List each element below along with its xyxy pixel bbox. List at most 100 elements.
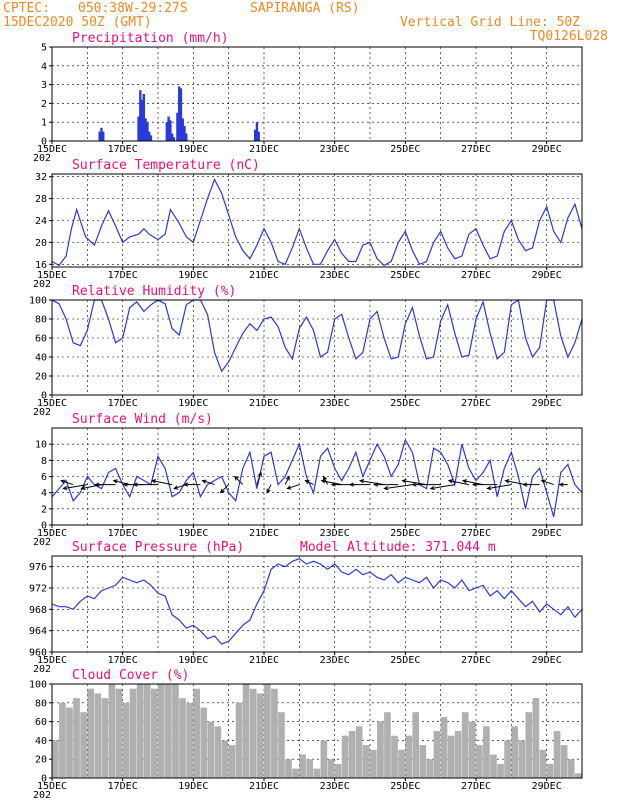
press-frame [51,555,583,653]
temp-x-tick-label: 17DEC [108,270,138,281]
press-panel-title: Surface Pressure (hPa) [72,540,244,555]
precip-bar [253,129,257,141]
cloud-bar [122,702,130,778]
wind-arrow-head [151,479,157,484]
cloud-bar [285,759,292,778]
cloud-bar [334,763,342,778]
press-y-tick-label: 976 [29,562,47,573]
cloud-bar [59,702,66,778]
panel-precip: 0 1 2 3 4 5 15DEC 17DEC 19DEC 21DEC 23DEC 25DEC 27DE… [33,31,583,164]
precip-y-tick-label: 0 [41,137,47,148]
wind-vector-arrow [61,480,74,486]
wind-x-tick-label: 15DEC [37,528,67,539]
cloud-x-tick-label: 21DEC [249,781,279,792]
precip-bar [140,99,144,141]
cloud-bar [384,712,391,778]
wind-x-tick-label: 21DEC [249,528,279,539]
rh-x-tick-label: 21DEC [249,398,279,409]
cloud-bar [398,749,405,778]
cloud-bar [320,740,328,778]
cloud-bar [129,688,137,778]
press-year-label: 202 [33,664,51,675]
cloud-x-tick-label: 19DEC [178,781,208,792]
cloud-bar [532,698,540,778]
wind-arrow-head [447,479,453,484]
cloud-x-tick-label: 25DEC [390,781,420,792]
wind-y-tick-label: 2 [41,504,47,515]
wind-arrow-head [219,488,225,494]
cloud-bar [299,754,306,778]
wind-arrow-head [94,482,100,487]
wind-vector-arrow [384,484,413,490]
wind-arrow-head [373,482,379,487]
cloud-bar [80,712,87,778]
rh-x-tick-label: 17DEC [108,398,138,409]
temp-series-line [51,178,583,267]
wind-arrow-head [429,485,435,491]
wind-arrow-head [132,482,138,487]
wind-arrow-head [201,479,207,484]
cloud-bar [525,712,533,778]
wind-arrow-head [558,482,564,487]
wind-x-tick-label: 17DEC [108,528,138,539]
precip-bar [179,88,183,141]
wind-vector-arrow [113,480,130,486]
wind-vector-arrow [505,480,526,486]
wind-arrow-head [486,485,492,491]
rh-x-tick-label: 27DEC [461,398,491,409]
wind-vector-arrow [234,476,244,485]
precip-panel-title: Precipitation (mm/h) [72,31,229,46]
wind-vector-arrow [152,480,173,486]
cloud-bar [200,707,208,778]
wind-arrow-head [60,479,66,484]
cloud-x-tick-label: 29DEC [532,781,562,792]
wind-y-tick-label: 0 [41,521,47,532]
press-x-tick-label: 23DEC [320,655,350,666]
rh-x-tick-label: 19DEC [178,398,208,409]
precip-bar [100,127,103,141]
wind-vector-arrow [284,476,290,485]
precip-x-tick-label: 27DEC [461,144,491,155]
wind-y-tick-label: 6 [41,472,47,483]
press-y-tick-label: 972 [29,584,47,595]
cloud-bar [143,684,151,778]
rh-frame [51,299,583,396]
cloud-y-tick-label: 80 [35,698,47,709]
cloud-bar [214,726,222,778]
temp-x-tick-label: 23DEC [320,270,350,281]
press-x-tick-label: 25DEC [390,655,420,666]
header-coords: 050:38W-29:27S [78,1,188,16]
cloud-bar [447,735,455,778]
precip-bar [169,120,172,141]
cloud-bar [370,749,377,778]
cloud-bar [235,702,243,778]
press-y-tick-label: 968 [29,605,47,616]
wind-vector-arrow [287,484,300,490]
wind-arrow-head [504,479,510,484]
precip-x-tick-label: 17DEC [108,144,138,155]
header-source: CPTEC: [3,1,50,16]
wind-vector-arrow [202,480,215,486]
cloud-bar [433,731,441,778]
cloud-bar [101,698,109,778]
cloud-bar [136,684,144,778]
cloud-bar [461,712,469,778]
header-location: SAPIRANGA (RS) [250,1,360,16]
wind-y-tick-label: 8 [41,456,47,467]
wind-arrow-head [383,485,389,491]
wind-arrow-head [323,475,328,481]
precip-year-label: 202 [33,153,51,164]
temp-panel-title: Surface Temperature (nC) [72,158,260,173]
wind-panel-title: Surface Wind (m/s) [72,412,213,427]
cloud-y-tick-label: 100 [29,680,47,691]
cloud-bar [553,731,561,778]
panel-rh: 0 20 40 60 80 100 15DEC 17DEC 19DEC 21DEC 23DEC 25D… [29,284,583,418]
wind-arrow-head [233,475,239,481]
rh-y-tick-label: 40 [35,353,47,364]
temp-y-tick-label: 28 [35,194,47,205]
cloud-bar [172,684,179,778]
cloud-bar [454,731,462,778]
precip-bar [137,116,140,141]
wind-arrow-head [401,478,407,484]
wind-arrow-head [358,478,365,484]
